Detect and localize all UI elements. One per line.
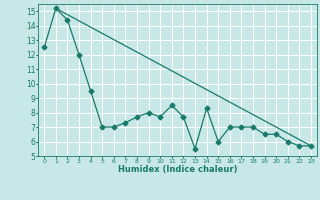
X-axis label: Humidex (Indice chaleur): Humidex (Indice chaleur) <box>118 165 237 174</box>
